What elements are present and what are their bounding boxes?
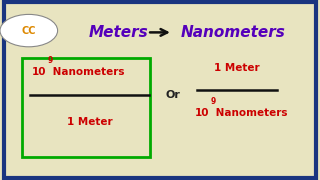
Text: 10: 10 [195,108,210,118]
Text: Meters: Meters [89,25,148,40]
Text: 1 Meter: 1 Meter [67,117,112,127]
Text: 9: 9 [211,97,216,106]
Text: Or: Or [165,90,180,100]
Text: 1 Meter: 1 Meter [214,63,260,73]
Text: 9: 9 [47,56,52,65]
Text: Nanometers: Nanometers [212,108,288,118]
Text: Nanometers: Nanometers [181,25,286,40]
Text: CC: CC [21,26,36,36]
Text: Nanometers: Nanometers [49,67,124,77]
Text: 10: 10 [32,67,46,77]
Circle shape [0,14,58,47]
